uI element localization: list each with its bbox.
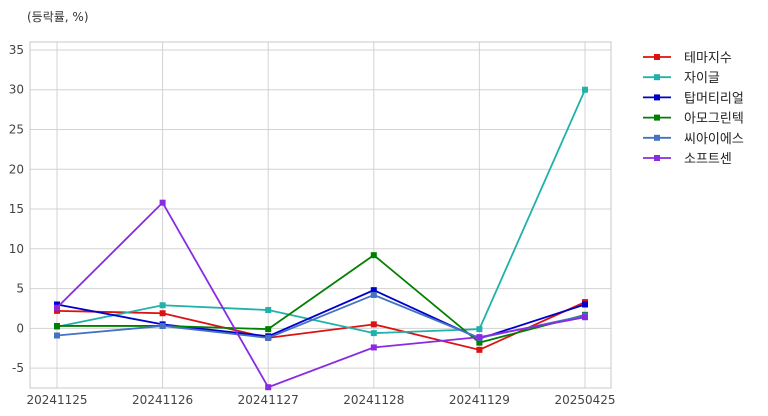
data-point: [265, 334, 272, 341]
y-tick-label: 5: [16, 282, 24, 296]
legend-label: 씨아이에스: [684, 132, 744, 147]
legend-label: 탑머티리얼: [684, 91, 744, 106]
legend-marker: [654, 134, 660, 141]
legend-marker: [654, 155, 660, 161]
x-tick-label: 20241129: [449, 393, 510, 407]
x-tick-label: 20241127: [238, 393, 299, 407]
legend-marker: [654, 54, 660, 60]
data-point: [265, 307, 272, 314]
data-point: [370, 330, 377, 337]
x-tick-label: 20241126: [132, 393, 193, 407]
data-point: [370, 291, 377, 298]
data-point: [159, 322, 166, 329]
data-point: [159, 199, 166, 206]
legend-marker: [654, 94, 660, 101]
x-tick-label: 20250425: [554, 393, 615, 407]
y-tick-label: 30: [9, 83, 24, 97]
data-point: [476, 339, 483, 346]
y-tick-label: 0: [16, 321, 24, 335]
y-tick-label: -5: [12, 361, 24, 375]
data-point: [476, 334, 483, 341]
plot-frame: [29, 41, 612, 389]
data-point: [54, 301, 60, 308]
x-tick-label: 20241125: [26, 393, 87, 407]
legend-label: 자이글: [684, 71, 720, 86]
series-line: [56, 89, 586, 335]
series-line: [57, 254, 586, 344]
data-point: [54, 304, 60, 311]
y-tick-label: 20: [9, 162, 24, 176]
y-tick-label: 15: [9, 202, 24, 216]
y-tick-label: 10: [9, 242, 24, 256]
data-point: [265, 326, 272, 333]
data-point: [54, 307, 60, 314]
y-tick-label: 35: [9, 43, 24, 57]
data-point: [159, 310, 166, 317]
y-tick-label: 25: [9, 122, 24, 136]
data-point: [476, 326, 483, 333]
legend-label: 테마지수: [684, 51, 732, 66]
unit-label: (등락률, %): [27, 10, 89, 24]
legend-label: 아모그린텍: [684, 112, 744, 127]
data-point: [582, 301, 588, 308]
data-point: [582, 314, 588, 321]
series-line: [56, 201, 586, 389]
data-point: [159, 302, 166, 309]
data-point: [370, 344, 377, 351]
data-point: [54, 332, 60, 339]
data-point: [370, 321, 377, 328]
data-point: [54, 322, 60, 329]
legend-marker: [654, 114, 660, 121]
data-point: [370, 252, 377, 259]
data-point: [265, 384, 272, 391]
data-point: [476, 346, 483, 353]
legend-marker: [654, 74, 660, 81]
data-point: [582, 86, 588, 93]
series-line: [56, 301, 586, 351]
legend-label: 소프트센: [684, 152, 732, 167]
x-tick-label: 20241128: [343, 393, 404, 407]
data-point: [370, 287, 377, 294]
